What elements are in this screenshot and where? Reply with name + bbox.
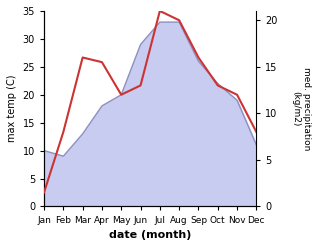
Y-axis label: max temp (C): max temp (C) (7, 75, 17, 143)
Y-axis label: med. precipitation
(kg/m2): med. precipitation (kg/m2) (292, 67, 311, 150)
X-axis label: date (month): date (month) (109, 230, 191, 240)
